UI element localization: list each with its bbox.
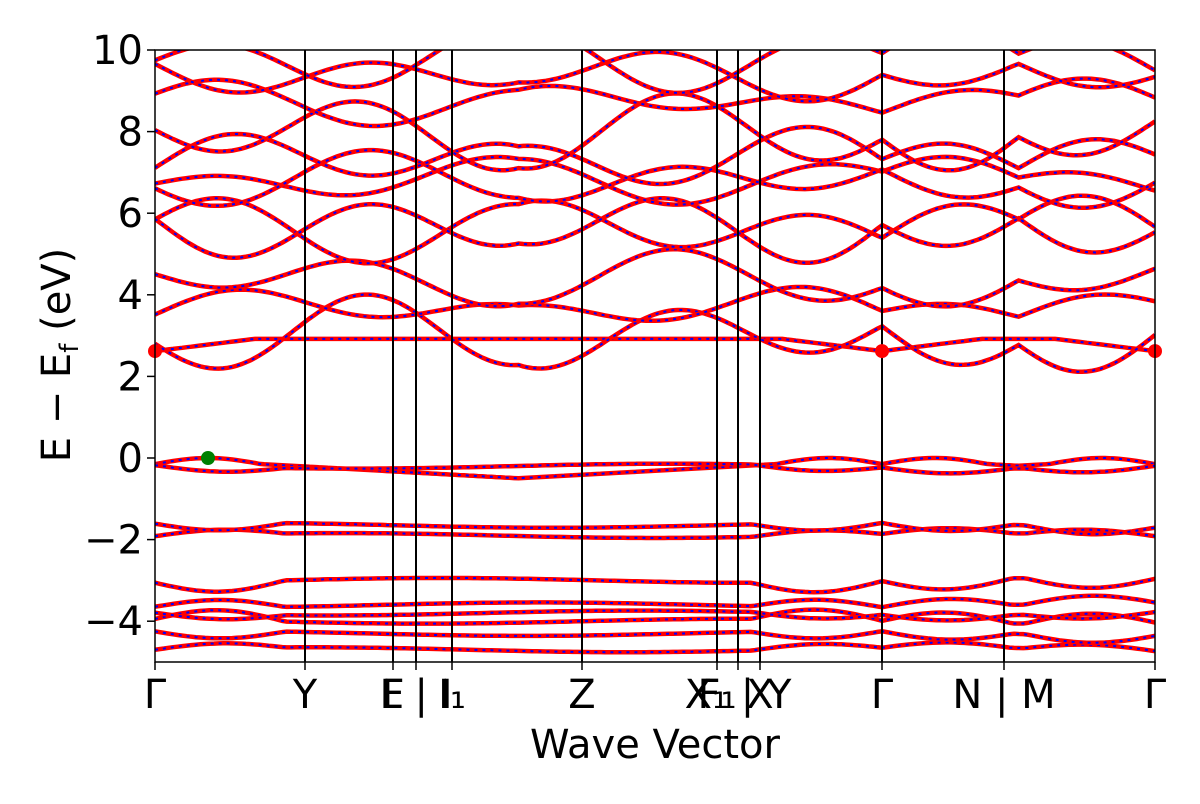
y-axis-label: E − Ef (eV): [34, 248, 85, 463]
band-line-dashed-overlay: [155, 641, 1155, 654]
band-line: [155, 292, 1155, 375]
y-axis-ticks: −4 −2 0 2 4 6 8 10: [84, 28, 155, 645]
x-tick-label: Z: [568, 672, 595, 718]
x-tick-label: Γ: [144, 672, 167, 718]
band-line-dashed-overlay: [155, 92, 1155, 172]
y-axis-label-lead: E − E: [34, 353, 80, 463]
band-line-dashed-overlay: [155, 155, 1155, 206]
x-tick-label: F: [381, 672, 404, 718]
vbm-marker: [201, 451, 215, 465]
x-tick-label: I₁: [438, 672, 466, 718]
y-tick-label: −4: [84, 599, 143, 645]
band-line-dashed-overlay: [155, 462, 1155, 475]
band-line-dashed-overlay: [155, 77, 1155, 127]
y-tick-label: 8: [118, 110, 143, 156]
x-tick-label: Γ: [871, 672, 894, 718]
high-symmetry-lines: [304, 50, 1005, 662]
band-line-dashed-overlay: [155, 577, 1155, 594]
band-lines: [155, 50, 1155, 655]
y-axis-label-tail: (eV): [34, 248, 80, 344]
band-line: [155, 520, 1155, 537]
cbm-marker: [875, 344, 889, 359]
band-line: [155, 593, 1155, 610]
y-axis-label-sub: f: [55, 343, 85, 353]
x-tick-label: N | M: [952, 672, 1055, 718]
band-line-dashed-overlay: [155, 194, 1155, 265]
band-edge-markers: [148, 344, 1162, 465]
y-tick-label: 2: [118, 354, 143, 400]
band-line-dashed-overlay: [155, 50, 1155, 94]
x-tick-label: Γ: [1144, 672, 1167, 718]
plot-frame: [154, 49, 1156, 663]
band-line-dashed-overlay: [155, 197, 1155, 264]
y-tick-label: 4: [118, 273, 143, 319]
x-tick-label: L | I: [380, 672, 453, 718]
x-tick-label: X₁ | Y: [685, 672, 792, 718]
x-tick-label: F₁: [697, 672, 736, 718]
band-line-dashed-overlay: [155, 609, 1155, 622]
band-line-dashed-overlay: [155, 149, 1155, 209]
band-line: [155, 124, 1155, 187]
band-line: [155, 336, 1155, 354]
y-tick-label: 0: [118, 436, 143, 482]
y-tick-label: 10: [92, 28, 143, 74]
band-line: [155, 284, 1155, 324]
band-line: [155, 50, 1155, 104]
x-axis-label: Wave Vector: [530, 722, 781, 768]
band-line: [155, 629, 1155, 646]
y-tick-label: −2: [84, 518, 143, 564]
band-line: [155, 247, 1155, 309]
x-tick-label: Y: [292, 672, 318, 718]
x-tick-label: X: [746, 672, 773, 718]
band-line-dashed-overlay: [155, 608, 1155, 625]
y-tick-label: 6: [118, 191, 143, 237]
